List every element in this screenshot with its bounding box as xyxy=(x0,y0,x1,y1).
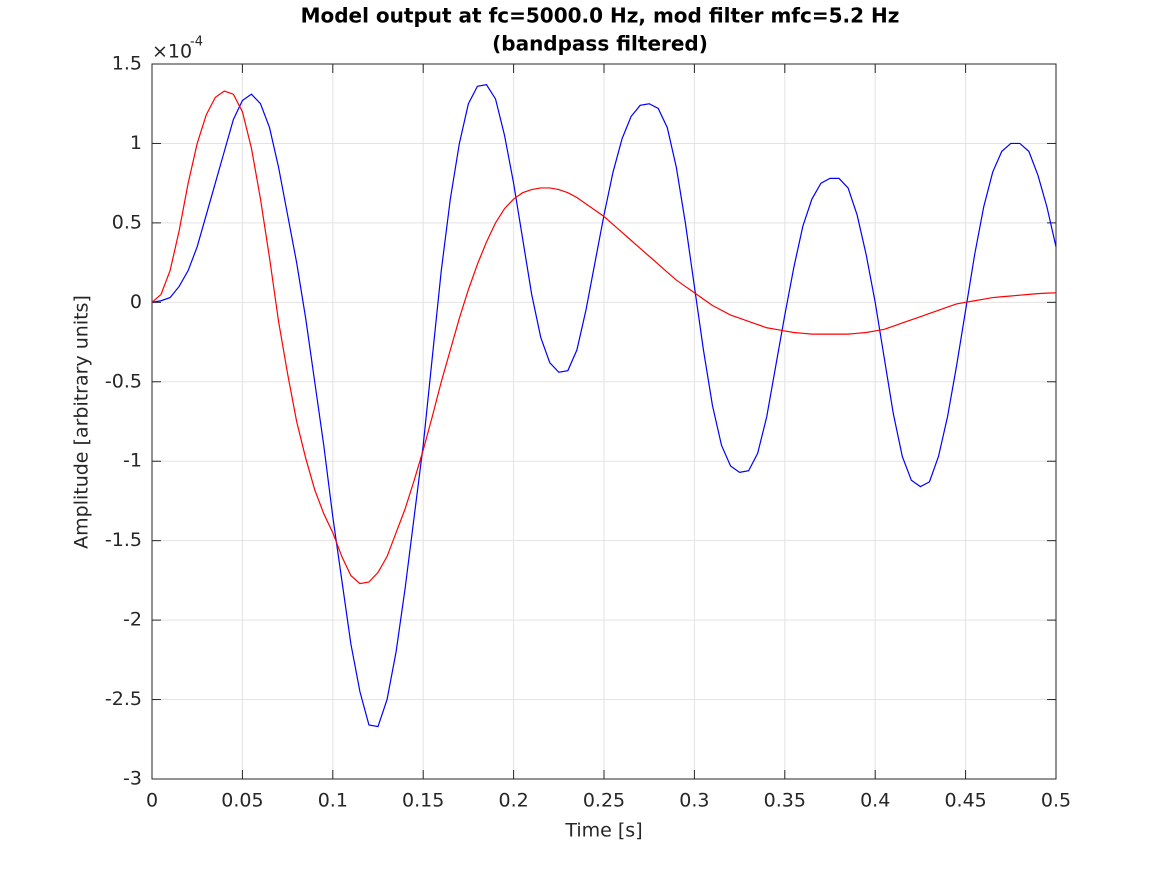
x-tick-label: 0.15 xyxy=(402,790,444,812)
y-tick-label: -1 xyxy=(123,450,142,472)
x-tick-label: 0.25 xyxy=(583,790,625,812)
y-multiplier: ×10 xyxy=(152,41,192,63)
x-tick-label: 0.45 xyxy=(944,790,986,812)
x-tick-label: 0.1 xyxy=(318,790,348,812)
chart-title: Model output at fc=5000.0 Hz, mod filter… xyxy=(301,4,900,28)
data-line xyxy=(151,83,1057,728)
x-axis-label: Time [s] xyxy=(564,820,642,842)
y-tick-label: -0.5 xyxy=(105,370,142,392)
y-tick-label: 0.5 xyxy=(112,211,142,233)
x-tick-label: 0.5 xyxy=(1041,790,1071,812)
x-tick-label: 0.3 xyxy=(679,790,709,812)
y-tick-label: -2 xyxy=(123,609,142,631)
x-tick-label: 0.2 xyxy=(498,790,528,812)
y-tick-label: 0 xyxy=(130,291,142,313)
y-tick-label: -1.5 xyxy=(105,529,142,551)
y-tick-label: 1.5 xyxy=(112,53,142,75)
x-tick-label: 0.05 xyxy=(221,790,263,812)
y-axis-label: Amplitude [arbitrary units] xyxy=(71,295,93,549)
x-tick-label: 0.35 xyxy=(764,790,806,812)
chart-subtitle: (bandpass filtered) xyxy=(492,32,708,56)
x-tick-label: 0.4 xyxy=(860,790,890,812)
y-tick-label: -3 xyxy=(123,768,142,790)
y-tick-label: 1 xyxy=(130,132,142,154)
y-exponent: -4 xyxy=(190,35,203,50)
plot-frame xyxy=(151,63,1057,780)
y-tick-label: -2.5 xyxy=(105,688,142,710)
data-line xyxy=(151,90,1057,585)
x-tick-label: 0 xyxy=(146,790,158,812)
